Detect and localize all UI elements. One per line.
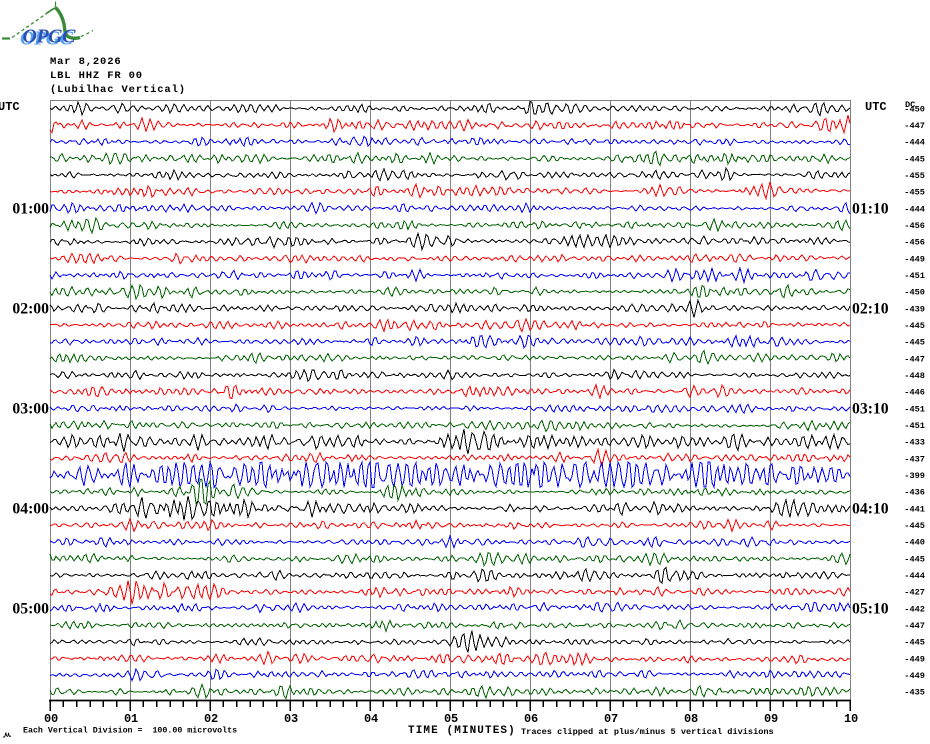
- svg-text:07: 07: [604, 712, 618, 726]
- svg-text:-450: -450: [904, 288, 925, 298]
- svg-text:DC: DC: [905, 100, 915, 110]
- svg-text:00: 00: [44, 712, 58, 726]
- svg-text:-441: -441: [904, 504, 925, 514]
- svg-text:-447: -447: [904, 354, 925, 364]
- svg-text:-439: -439: [904, 304, 925, 314]
- svg-text:Mar 8,2026: Mar 8,2026: [50, 56, 122, 68]
- svg-text:-435: -435: [904, 688, 925, 698]
- svg-text:-449: -449: [904, 671, 925, 681]
- svg-text:01:10: 01:10: [852, 201, 889, 218]
- svg-text:-399: -399: [904, 471, 925, 481]
- svg-text:-447: -447: [904, 621, 925, 631]
- svg-text:-444: -444: [904, 571, 925, 581]
- svg-text:-446: -446: [904, 388, 925, 398]
- svg-text:-455: -455: [904, 188, 925, 198]
- svg-text:OPGC: OPGC: [23, 26, 77, 48]
- svg-text:-445: -445: [904, 338, 925, 348]
- svg-text:(Lubilhac Vertical): (Lubilhac Vertical): [50, 84, 186, 96]
- svg-text:-449: -449: [904, 254, 925, 264]
- svg-text:-445: -445: [904, 321, 925, 331]
- svg-text:-451: -451: [904, 421, 925, 431]
- svg-text:02:00: 02:00: [12, 301, 49, 318]
- svg-text:05:00: 05:00: [12, 601, 49, 618]
- svg-text:03: 03: [284, 712, 298, 726]
- svg-text:-427: -427: [904, 588, 925, 598]
- svg-text:Each Vertical Division = 100.: Each Vertical Division = 100.00 microvol…: [23, 726, 237, 736]
- svg-text:08: 08: [684, 712, 698, 726]
- svg-text:-445: -445: [904, 554, 925, 564]
- svg-text:05:10: 05:10: [852, 601, 889, 618]
- svg-text:04:10: 04:10: [852, 501, 889, 518]
- svg-text:03:00: 03:00: [12, 401, 49, 418]
- svg-text:09: 09: [764, 712, 778, 726]
- svg-text:LBL HHZ FR 00: LBL HHZ FR 00: [50, 70, 143, 82]
- svg-text:-456: -456: [904, 221, 925, 231]
- svg-text:05: 05: [444, 712, 458, 726]
- svg-text:-444: -444: [904, 138, 925, 148]
- svg-text:-433: -433: [904, 438, 925, 448]
- svg-text:02:10: 02:10: [852, 301, 889, 318]
- svg-text:-450: -450: [904, 104, 925, 114]
- svg-text:-444: -444: [904, 204, 925, 214]
- svg-text:10: 10: [844, 712, 858, 726]
- svg-text:UTC: UTC: [0, 100, 20, 114]
- svg-text:-449: -449: [904, 654, 925, 664]
- svg-text:-445: -445: [904, 521, 925, 531]
- svg-text:-451: -451: [904, 271, 925, 281]
- svg-text:Traces clipped at plus/minus 5: Traces clipped at plus/minus 5 vertical …: [521, 727, 774, 737]
- svg-text:-445: -445: [904, 154, 925, 164]
- svg-text:UTC: UTC: [865, 100, 887, 114]
- svg-text:-436: -436: [904, 488, 925, 498]
- svg-text:04: 04: [364, 712, 378, 726]
- svg-text:-455: -455: [904, 171, 925, 181]
- svg-text:01:00: 01:00: [12, 201, 49, 218]
- svg-text:06: 06: [524, 712, 538, 726]
- svg-text:-451: -451: [904, 404, 925, 414]
- svg-text:-437: -437: [904, 454, 925, 464]
- svg-text:-456: -456: [904, 238, 925, 248]
- svg-text:OPGC: OPGC: [20, 28, 74, 50]
- svg-text:-440: -440: [904, 538, 925, 548]
- svg-text:-448: -448: [904, 371, 925, 381]
- svg-text:02: 02: [204, 712, 218, 726]
- svg-text:TIME (MINUTES): TIME (MINUTES): [408, 725, 516, 737]
- svg-text:-442: -442: [904, 604, 925, 614]
- svg-text:01: 01: [124, 712, 138, 726]
- svg-text:03:10: 03:10: [852, 401, 889, 418]
- svg-text:-447: -447: [904, 121, 925, 131]
- svg-text:-445: -445: [904, 638, 925, 648]
- svg-text:04:00: 04:00: [12, 501, 49, 518]
